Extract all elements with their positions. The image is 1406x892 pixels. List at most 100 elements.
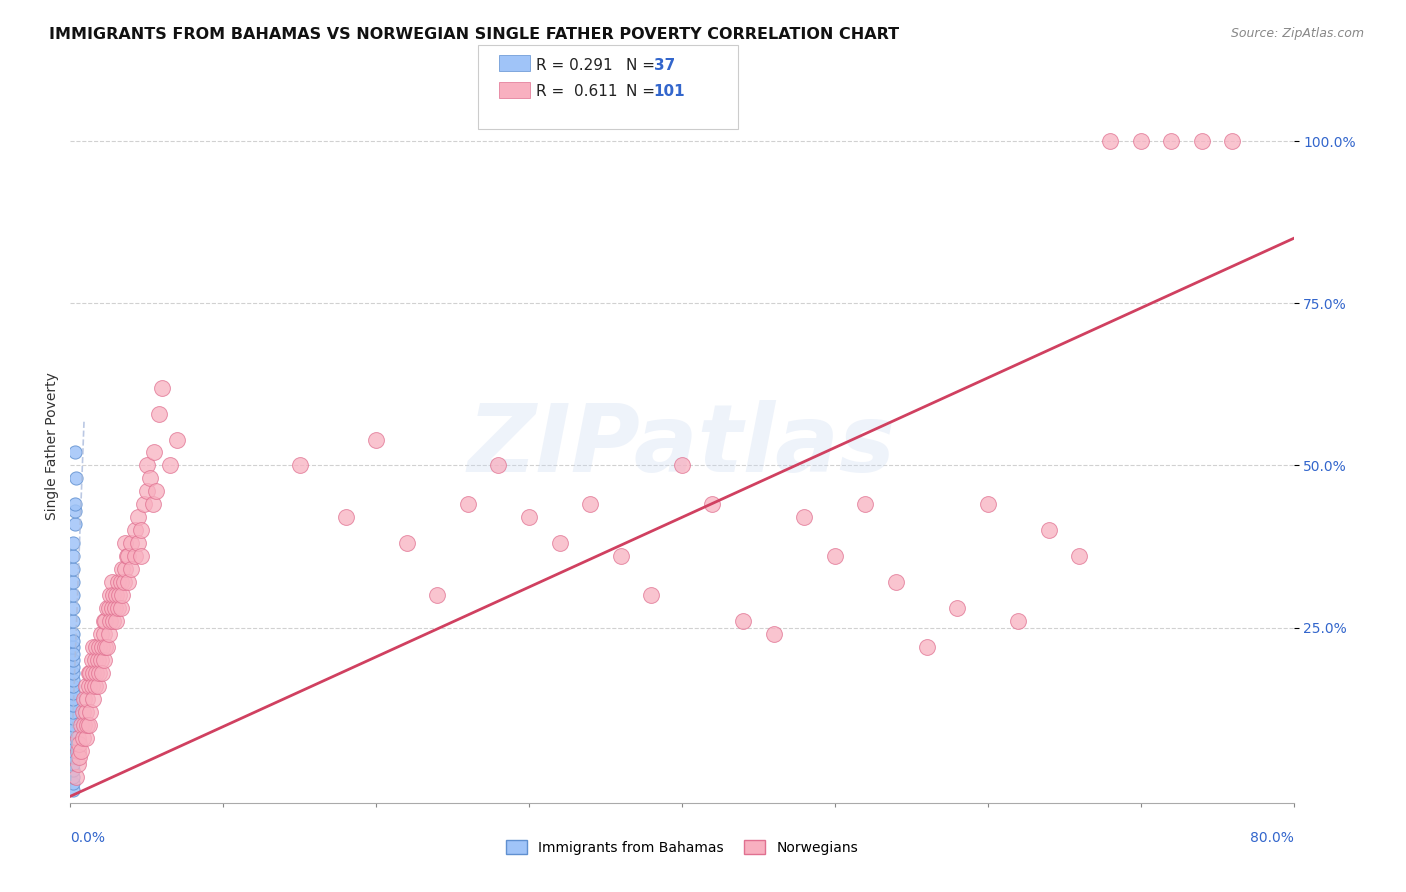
- Point: [62, 750, 84, 764]
- Point: [1069, 549, 1091, 564]
- Point: [101, 588, 124, 602]
- Point: [288, 458, 311, 473]
- Point: [63, 516, 86, 531]
- Point: [79, 705, 101, 719]
- Point: [101, 614, 124, 628]
- Point: [671, 458, 693, 473]
- Point: [75, 731, 97, 745]
- Point: [66, 756, 89, 771]
- Point: [159, 458, 181, 473]
- Point: [83, 653, 105, 667]
- Point: [96, 640, 118, 654]
- Text: 37: 37: [654, 58, 675, 72]
- Point: [107, 575, 129, 590]
- Point: [62, 679, 84, 693]
- Point: [75, 705, 97, 719]
- Point: [80, 679, 103, 693]
- Point: [77, 666, 100, 681]
- Point: [65, 471, 87, 485]
- Point: [62, 782, 84, 797]
- Point: [62, 724, 84, 739]
- Point: [82, 640, 104, 654]
- Point: [94, 640, 117, 654]
- Point: [121, 536, 143, 550]
- Point: [79, 666, 101, 681]
- Text: R = 0.291: R = 0.291: [536, 58, 612, 72]
- Point: [80, 653, 103, 667]
- Point: [62, 673, 84, 687]
- Text: Source: ZipAtlas.com: Source: ZipAtlas.com: [1230, 27, 1364, 40]
- Point: [91, 640, 114, 654]
- Point: [62, 738, 84, 752]
- Point: [62, 659, 84, 673]
- Point: [143, 445, 166, 459]
- Point: [72, 705, 94, 719]
- Point: [100, 601, 122, 615]
- Point: [70, 744, 93, 758]
- Point: [98, 614, 121, 628]
- Point: [135, 458, 157, 473]
- Point: [132, 497, 155, 511]
- Point: [762, 627, 785, 641]
- Point: [89, 640, 111, 654]
- Point: [426, 588, 449, 602]
- Point: [111, 588, 134, 602]
- Point: [69, 750, 91, 764]
- Point: [366, 433, 388, 447]
- Point: [121, 562, 143, 576]
- Point: [62, 718, 84, 732]
- Text: IMMIGRANTS FROM BAHAMAS VS NORWEGIAN SINGLE FATHER POVERTY CORRELATION CHART: IMMIGRANTS FROM BAHAMAS VS NORWEGIAN SIN…: [49, 27, 900, 42]
- Point: [62, 705, 84, 719]
- Point: [62, 653, 84, 667]
- Point: [488, 458, 510, 473]
- Point: [884, 575, 907, 590]
- Text: N =: N =: [626, 58, 659, 72]
- Point: [82, 692, 104, 706]
- Point: [62, 698, 84, 713]
- Point: [145, 484, 167, 499]
- Point: [75, 679, 97, 693]
- Point: [62, 744, 84, 758]
- Point: [73, 718, 96, 732]
- Point: [62, 692, 84, 706]
- Point: [76, 718, 98, 732]
- Point: [84, 666, 107, 681]
- Point: [84, 640, 107, 654]
- Point: [87, 679, 110, 693]
- Point: [127, 536, 149, 550]
- Point: [62, 770, 84, 784]
- Point: [63, 497, 86, 511]
- Point: [62, 627, 84, 641]
- Point: [855, 497, 877, 511]
- Point: [93, 614, 115, 628]
- Point: [77, 718, 100, 732]
- Point: [114, 536, 136, 550]
- Point: [115, 549, 138, 564]
- Point: [129, 524, 152, 538]
- Point: [93, 653, 115, 667]
- Point: [150, 381, 173, 395]
- Point: [66, 744, 89, 758]
- Point: [62, 647, 84, 661]
- Text: R =  0.611: R = 0.611: [536, 85, 617, 99]
- Point: [62, 756, 84, 771]
- Point: [610, 549, 633, 564]
- Point: [517, 510, 540, 524]
- Point: [640, 588, 662, 602]
- Point: [83, 679, 105, 693]
- Point: [97, 601, 120, 615]
- Point: [69, 738, 91, 752]
- Point: [107, 601, 129, 615]
- Point: [62, 562, 84, 576]
- Point: [1099, 134, 1122, 148]
- Point: [93, 627, 115, 641]
- Point: [62, 575, 84, 590]
- Point: [110, 601, 132, 615]
- Point: [117, 549, 139, 564]
- Point: [100, 575, 122, 590]
- Point: [76, 692, 98, 706]
- Point: [142, 497, 165, 511]
- Point: [915, 640, 938, 654]
- Point: [91, 666, 114, 681]
- Point: [73, 692, 96, 706]
